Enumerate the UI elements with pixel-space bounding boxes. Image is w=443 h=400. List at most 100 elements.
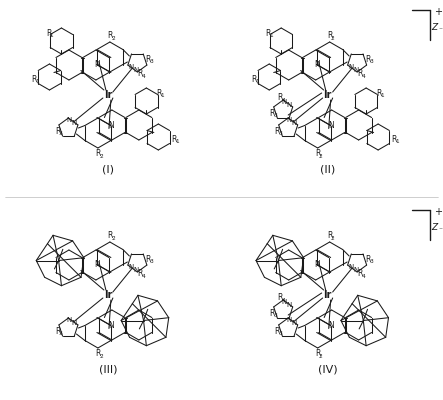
Text: R: R [358,70,363,78]
Text: N: N [287,102,292,108]
Text: 1: 1 [35,79,39,84]
Text: R: R [95,150,101,158]
Text: 2: 2 [99,354,103,359]
Text: N: N [94,260,100,269]
Text: R: R [275,326,280,336]
Text: Z: Z [431,24,438,32]
Text: 3: 3 [369,259,373,264]
Text: R: R [277,94,283,102]
Text: ⁻: ⁻ [439,226,443,234]
Text: Ir: Ir [323,90,332,100]
Text: Ir: Ir [323,290,332,300]
Text: R: R [31,75,37,84]
Text: N: N [134,68,139,74]
Text: 2: 2 [111,36,115,41]
Text: Z: Z [431,224,438,232]
Text: 3: 3 [279,331,282,336]
Text: N: N [129,64,134,70]
Text: 1: 1 [255,79,259,84]
Text: R: R [46,29,51,38]
Text: N: N [108,321,114,330]
Text: 3: 3 [279,131,282,136]
Text: N: N [291,320,297,326]
Text: 3: 3 [59,331,62,336]
Text: R: R [315,150,320,158]
Text: 1: 1 [161,93,164,98]
Text: R: R [157,89,162,98]
Text: N: N [349,64,354,70]
Text: R: R [327,32,332,40]
Text: N: N [354,268,359,274]
Text: 4: 4 [282,98,285,103]
Text: N: N [282,298,287,304]
Text: R: R [146,254,151,264]
Text: N: N [108,121,114,130]
Text: 1: 1 [381,93,384,98]
Text: (III): (III) [99,365,117,375]
Text: N: N [67,116,72,122]
Text: 2: 2 [99,154,103,159]
Text: R: R [365,254,371,264]
Text: N: N [291,120,297,126]
Text: 2: 2 [331,36,335,41]
Text: N: N [72,120,77,126]
Text: (IV): (IV) [318,365,338,375]
Text: R: R [55,126,60,136]
Text: N: N [94,60,100,69]
Text: N: N [287,302,292,308]
Text: R: R [95,350,101,358]
Text: R: R [107,232,113,240]
Text: N: N [287,116,292,122]
Text: 1: 1 [395,139,399,144]
Text: N: N [328,121,334,130]
Text: R: R [269,308,275,318]
Text: 3: 3 [369,59,373,64]
Text: (I): (I) [102,165,114,175]
Text: Ir: Ir [104,290,112,300]
Text: ⁻: ⁻ [439,26,443,34]
Text: R: R [365,54,371,64]
Text: R: R [391,135,396,144]
Text: 4: 4 [361,274,365,279]
Text: +: + [434,207,442,217]
Text: N: N [67,316,72,322]
Text: 2: 2 [111,236,115,241]
Text: 3: 3 [273,113,277,118]
Text: R: R [251,75,256,84]
Text: R: R [358,270,363,278]
Text: N: N [72,320,77,326]
Text: 2: 2 [319,354,323,359]
Text: +: + [434,7,442,17]
Text: 1: 1 [50,33,54,38]
Text: R: R [269,108,275,118]
Text: R: R [55,326,60,336]
Text: N: N [134,268,139,274]
Text: 2: 2 [331,236,335,241]
Text: N: N [282,98,287,104]
Text: 1: 1 [270,33,273,38]
Text: (II): (II) [320,165,335,175]
Text: 4: 4 [282,298,285,303]
Text: R: R [315,350,320,358]
Text: R: R [265,29,271,38]
Text: N: N [314,260,319,269]
Text: 1: 1 [175,139,179,144]
Text: N: N [287,316,292,322]
Text: N: N [328,321,334,330]
Text: R: R [277,294,283,302]
Text: 4: 4 [361,74,365,79]
Text: R: R [146,54,151,64]
Text: N: N [129,264,134,270]
Text: N: N [349,264,354,270]
Text: R: R [327,232,332,240]
Text: R: R [138,270,143,278]
Text: R: R [171,135,177,144]
Text: R: R [377,89,382,98]
Text: 2: 2 [319,154,323,159]
Text: 3: 3 [273,313,277,318]
Text: R: R [275,126,280,136]
Text: R: R [107,32,113,40]
Text: 3: 3 [150,259,153,264]
Text: Ir: Ir [104,90,112,100]
Text: R: R [138,70,143,78]
